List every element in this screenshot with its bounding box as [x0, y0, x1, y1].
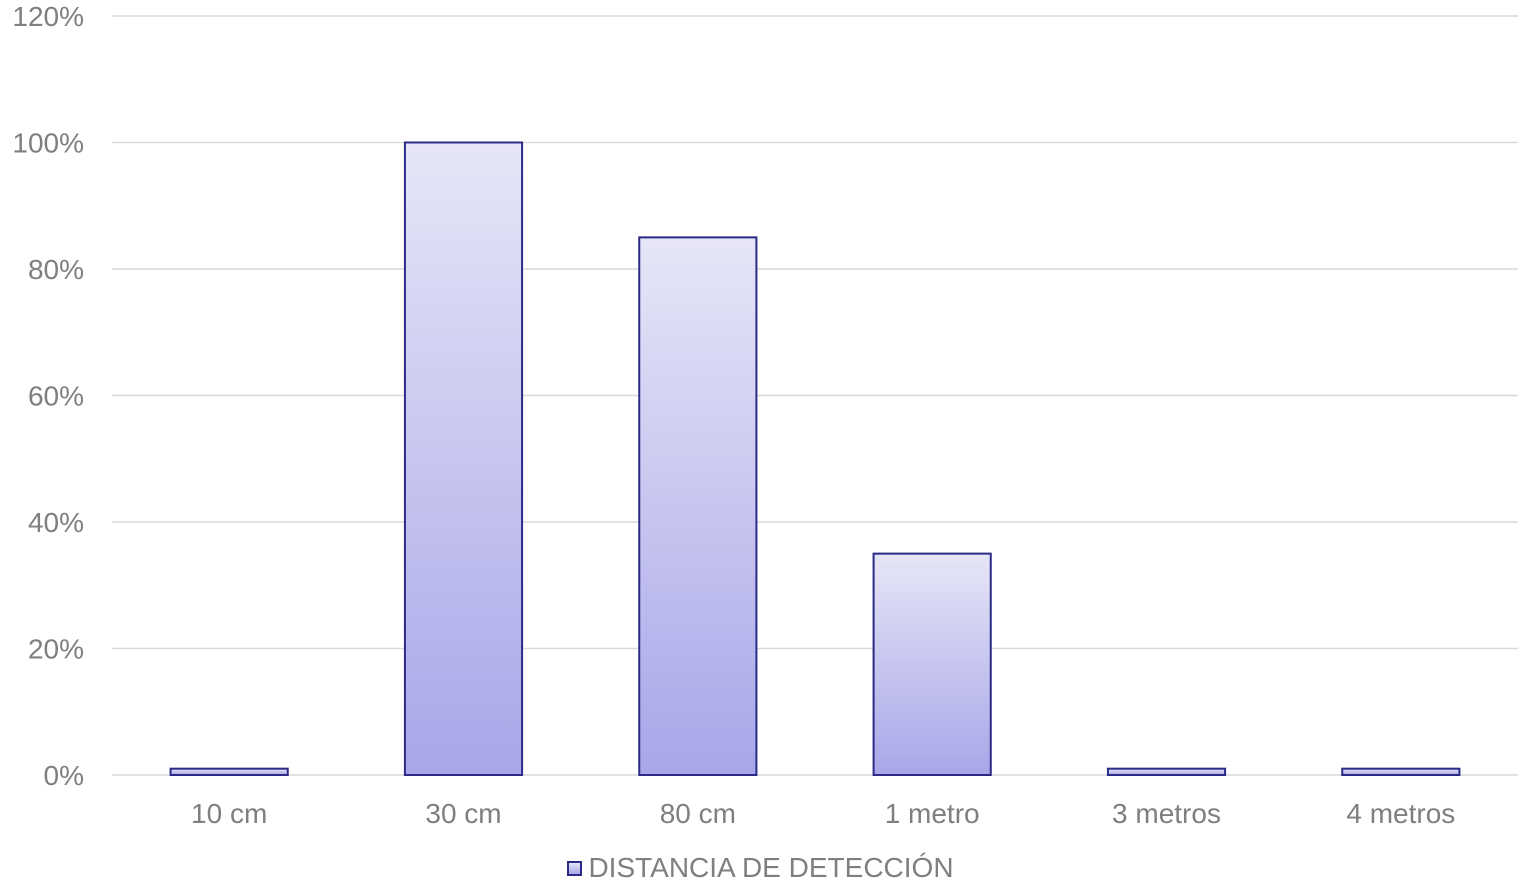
- x-tick-label: 4 metros: [1346, 798, 1455, 829]
- bar: [1341, 767, 1461, 776]
- legend-swatch: [567, 860, 583, 876]
- x-tick-label: 10 cm: [191, 798, 267, 829]
- x-tick-label: 80 cm: [660, 798, 736, 829]
- legend-label: DISTANCIA DE DETECCIÓN: [588, 852, 954, 883]
- x-tick-label: 30 cm: [425, 798, 501, 829]
- y-tick-label: 100%: [12, 128, 84, 159]
- y-tick-label: 80%: [28, 254, 84, 285]
- y-axis-tick-labels: 0% 20% 40% 60% 80% 100% 120%: [12, 1, 84, 791]
- bar: [1106, 767, 1227, 776]
- x-tick-label: 1 metro: [885, 798, 980, 829]
- x-tick-label: 3 metros: [1112, 798, 1221, 829]
- bar: [638, 236, 758, 776]
- x-axis-tick-labels: 10 cm 30 cm 80 cm 1 metro 3 metros 4 metros: [191, 798, 1455, 829]
- y-tick-label: 120%: [12, 1, 84, 32]
- bars: [169, 141, 1461, 776]
- bar: [403, 141, 524, 776]
- legend: DISTANCIA DE DETECCIÓN: [0, 852, 1521, 884]
- bar: [872, 552, 992, 776]
- bar: [169, 767, 289, 776]
- y-tick-label: 20%: [28, 634, 84, 665]
- y-tick-label: 40%: [28, 507, 84, 538]
- y-tick-label: 0%: [44, 760, 84, 791]
- gridlines: [112, 15, 1518, 776]
- y-tick-label: 60%: [28, 381, 84, 412]
